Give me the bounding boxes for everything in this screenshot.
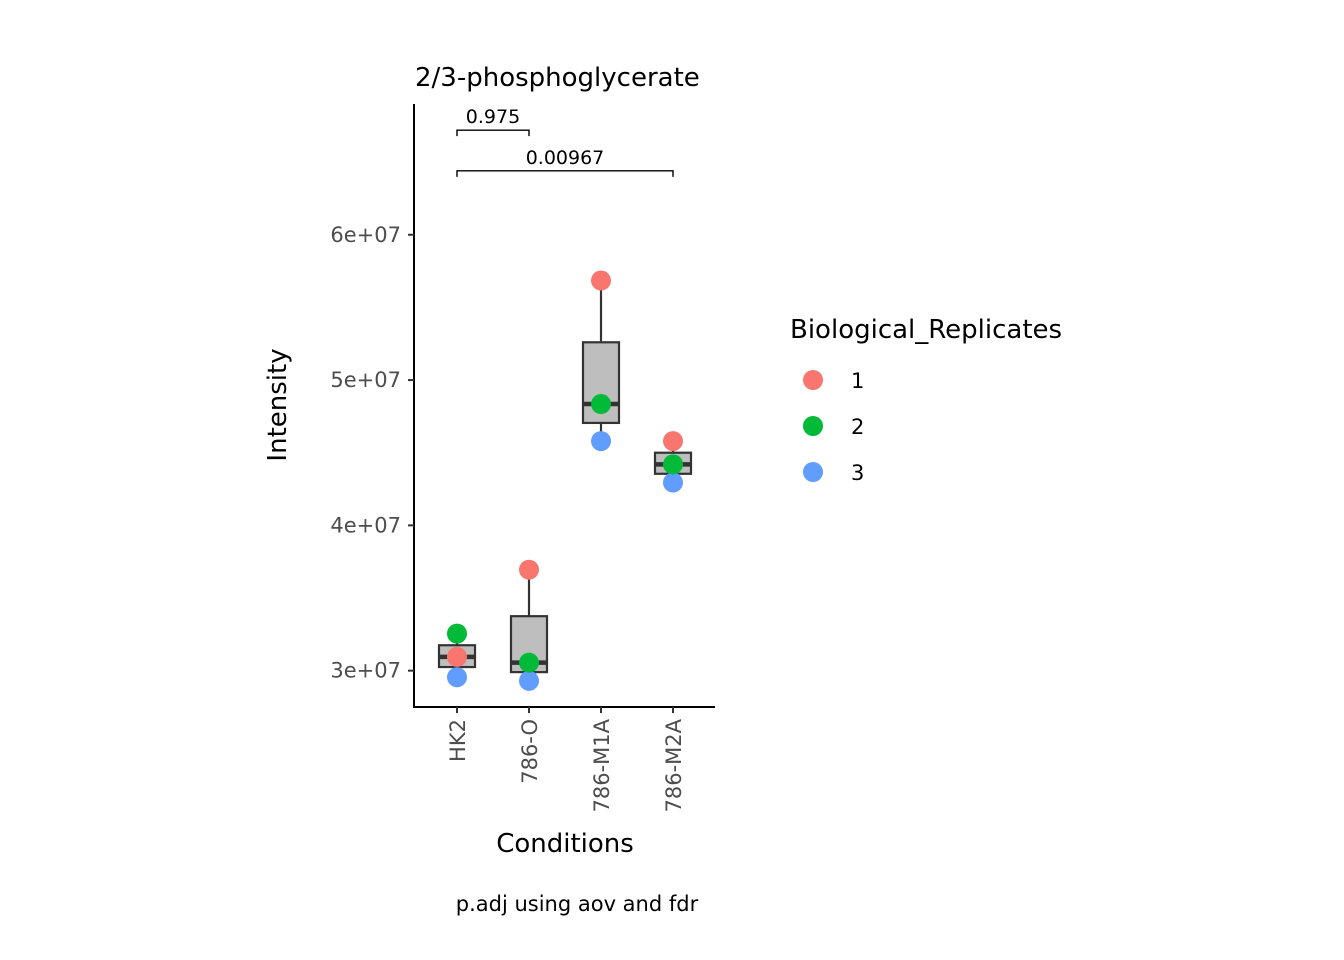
legend-label: 1 <box>851 369 864 393</box>
x-axis-title: Conditions <box>496 829 634 859</box>
point-rep1-hk2 <box>447 646 467 667</box>
point-rep1-786-o <box>519 559 539 580</box>
point-rep3-786-m1a <box>591 431 611 452</box>
x-tick-label-786-m2a: 786-M2A <box>662 718 686 812</box>
point-rep3-786-m2a <box>663 472 683 493</box>
legend-title: Biological_Replicates <box>790 315 1062 345</box>
x-axis-ticks: HK2 786-O 786-M1A 786-M2A <box>446 707 686 813</box>
point-rep2-786-m1a <box>591 394 611 415</box>
legend-key <box>803 462 823 482</box>
point-rep2-786-m2a <box>663 454 683 475</box>
legend-item-2: 2 <box>803 415 864 439</box>
chart-title: 2/3-phosphoglycerate <box>415 63 700 93</box>
bracket-line <box>456 170 674 177</box>
point-rep3-786-o <box>519 670 539 691</box>
y-tick-label: 4e+07 <box>330 513 401 537</box>
x-tick-label-786-m1a: 786-M1A <box>590 718 614 812</box>
legend-label: 3 <box>851 461 864 485</box>
point-rep2-hk2 <box>447 623 467 644</box>
legend-item-3: 3 <box>803 461 864 485</box>
y-axis-ticks: 3e+07 4e+07 5e+07 6e+07 <box>330 223 414 683</box>
comparison-brackets: 0.975 0.00967 <box>456 106 674 177</box>
legend-key <box>803 370 823 390</box>
y-axis-title: Intensity <box>263 348 293 461</box>
caption: p.adj using aov and fdr <box>456 892 699 916</box>
bracket-line <box>456 129 530 137</box>
bracket-label: 0.975 <box>466 106 520 128</box>
legend-key <box>803 416 823 436</box>
legend-label: 2 <box>851 415 864 439</box>
box-786-m1a <box>581 280 621 442</box>
x-tick-label-hk2: HK2 <box>446 719 470 762</box>
data-points <box>447 270 683 691</box>
y-tick-label: 5e+07 <box>330 368 401 392</box>
x-tick-label-786-o: 786-O <box>518 719 542 784</box>
bracket-label: 0.00967 <box>526 147 605 169</box>
box-plots <box>437 280 693 681</box>
legend-item-1: 1 <box>803 369 864 393</box>
point-rep2-786-o <box>519 652 539 673</box>
point-rep1-786-m2a <box>663 431 683 452</box>
legend: Biological_Replicates 1 2 3 <box>790 315 1062 485</box>
comparison-bracket: 0.975 <box>456 106 530 137</box>
point-rep3-hk2 <box>447 667 467 688</box>
comparison-bracket: 0.00967 <box>456 147 674 177</box>
y-tick-label: 6e+07 <box>330 223 401 247</box>
y-tick-label: 3e+07 <box>330 659 401 683</box>
point-rep1-786-m1a <box>591 270 611 291</box>
